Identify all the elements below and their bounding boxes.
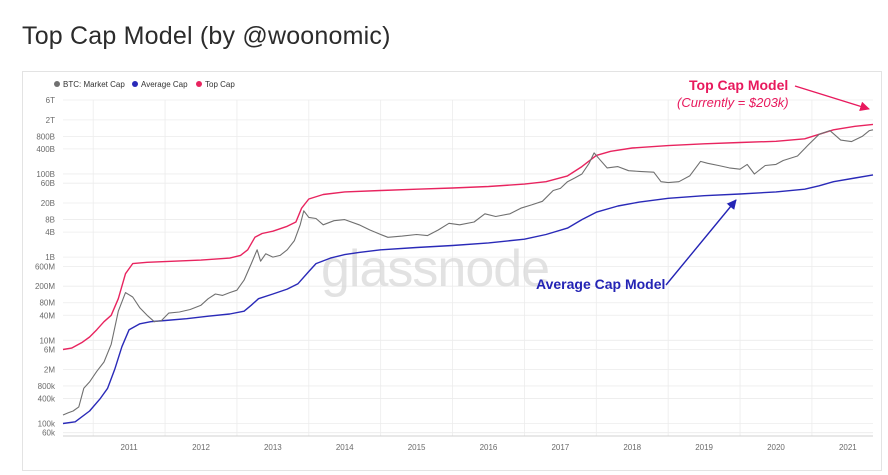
top-cap-line [62,123,874,351]
y-tick-label: 60B [41,179,55,188]
y-tick-label: 200M [35,282,55,291]
y-tick-label: 6T [46,96,55,105]
y-tick-label: 400B [36,145,55,154]
x-tick-label: 2013 [264,443,282,452]
top-cap-annotation-title: Top Cap Model [689,77,788,93]
y-tick-label: 40M [39,311,55,320]
average-cap-annotation-arrow [665,199,737,286]
x-tick-label: 2020 [767,443,785,452]
legend-label-top-cap: Top Cap [205,80,235,89]
average-cap-line [62,174,874,425]
y-tick-label: 400k [38,394,56,403]
market-cap-line [62,129,874,416]
legend: BTC: Market Cap Average Cap Top Cap [54,80,235,89]
y-tick-label: 60k [42,429,56,438]
x-tick-label: 2018 [623,443,641,452]
y-tick-label: 4B [45,228,55,237]
grid-lines [63,99,873,436]
y-tick-label: 800B [36,132,55,141]
legend-label-average-cap: Average Cap [141,80,188,89]
x-tick-label: 2015 [408,443,426,452]
average-cap-annotation-label: Average Cap Model [536,276,665,292]
x-tick-label: 2014 [336,443,354,452]
y-tick-label: 100B [36,170,55,179]
y-tick-label: 10M [39,336,55,345]
chart-card: 6T 2T 800B 400B 100B 60B 20B 8B 4B 1B 600M 200M 80M 4… [22,71,882,471]
y-tick-label: 80M [39,299,55,308]
y-tick-label: 600M [35,262,55,271]
top-cap-annotation: Top Cap Model (Currently = $203k) [677,77,870,112]
x-tick-label: 2011 [121,443,139,452]
x-tick-label: 2012 [192,443,210,452]
x-axis-ticks: 2011 2012 2013 2014 2015 2016 2017 2018 2019 2020… [63,435,873,452]
series-layer [62,123,874,425]
y-tick-label: 2T [46,116,55,125]
x-tick-label: 2017 [551,443,569,452]
page-title: Top Cap Model (by @woonomic) [22,22,391,50]
legend-marker-market-cap [54,81,60,87]
legend-marker-average-cap [132,81,138,87]
y-tick-label: 1B [45,253,55,262]
legend-item-average-cap[interactable]: Average Cap [132,80,188,89]
top-cap-annotation-subtitle: (Currently = $203k) [677,95,789,110]
y-tick-label: 6M [44,346,55,355]
x-tick-label: 2016 [480,443,498,452]
y-tick-label: 20B [41,199,55,208]
y-tick-label: 2M [44,365,55,374]
x-tick-label: 2021 [839,443,857,452]
glassnode-watermark: glassnode [321,240,549,298]
legend-item-top-cap[interactable]: Top Cap [196,80,235,89]
y-tick-label: 100k [38,419,56,428]
top-cap-annotation-arrow [794,85,870,112]
average-cap-annotation: Average Cap Model [536,199,737,292]
legend-marker-top-cap [196,81,202,87]
legend-label-market-cap: BTC: Market Cap [63,80,125,89]
y-tick-label: 800k [38,382,56,391]
x-tick-label: 2019 [695,443,713,452]
legend-item-market-cap[interactable]: BTC: Market Cap [54,80,125,89]
y-tick-label: 8B [45,216,55,225]
